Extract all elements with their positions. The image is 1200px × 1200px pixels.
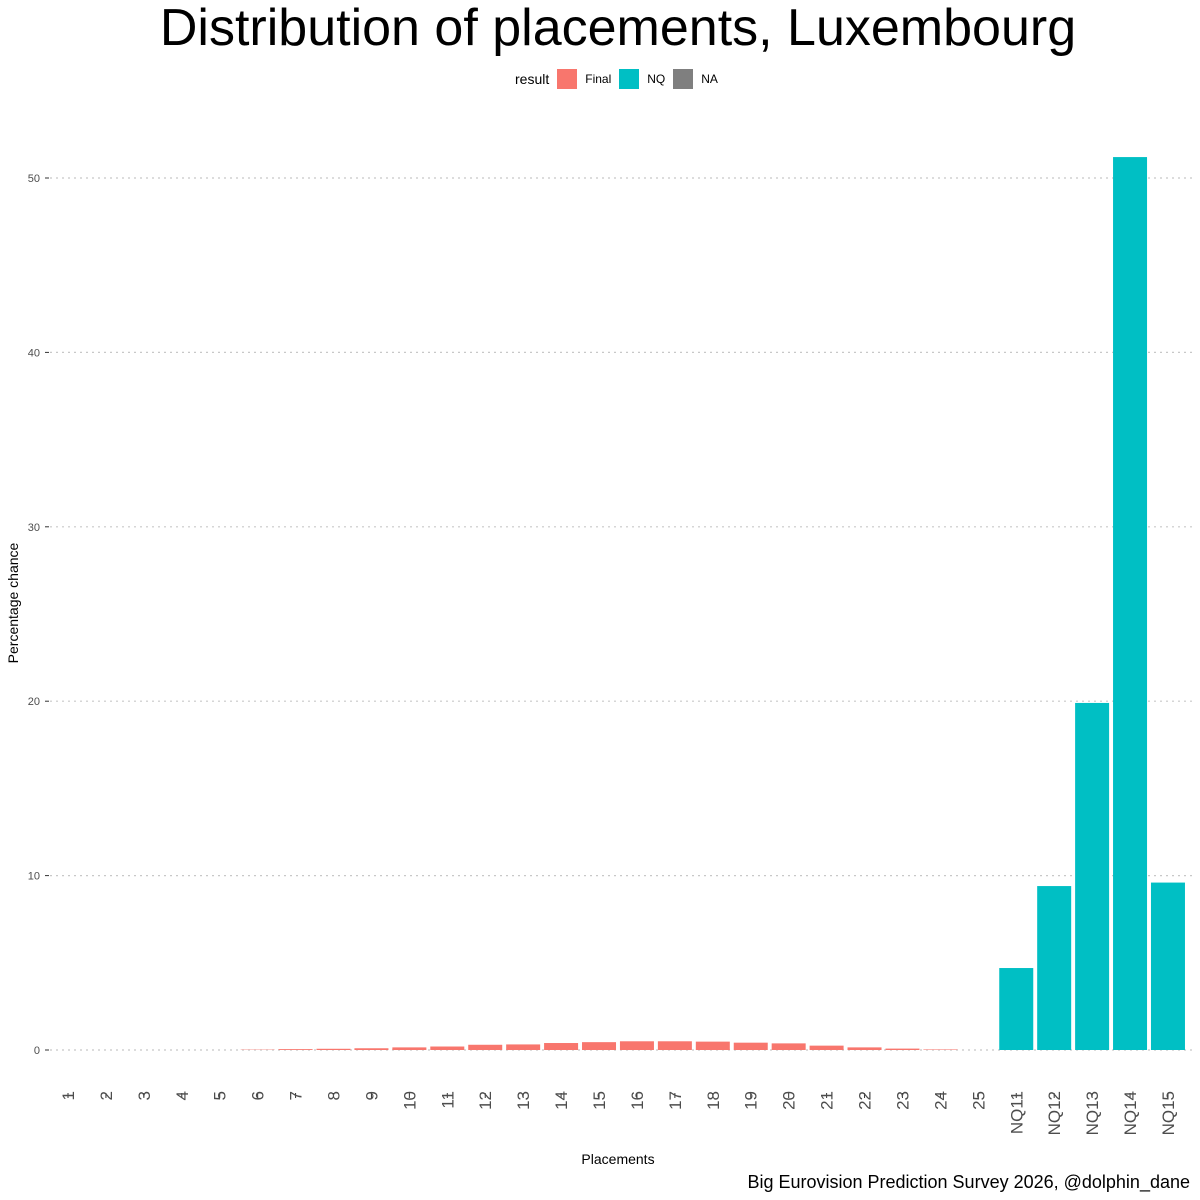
chart-title: Distribution of placements, Luxembourg: [159, 0, 1077, 57]
x-tick-label: 8: [325, 1091, 344, 1100]
x-tick-label: 7: [287, 1091, 306, 1100]
x-tick-label: 1: [59, 1091, 78, 1100]
bar: [544, 1043, 579, 1050]
x-tick-label: 22: [856, 1091, 875, 1110]
x-tick-label: 4: [173, 1091, 192, 1100]
bar: [657, 1041, 692, 1050]
x-tick-label: 3: [135, 1091, 154, 1100]
y-tick-label: 10: [28, 871, 40, 883]
bar: [1075, 702, 1110, 1050]
legend-item-final: Final: [557, 69, 611, 89]
x-tick-label: NQ13: [1083, 1091, 1102, 1135]
bar: [885, 1048, 920, 1050]
y-tick-label: 50: [28, 173, 40, 185]
bar: [1150, 882, 1185, 1050]
x-tick-label: 6: [249, 1091, 268, 1100]
x-tick-label: 19: [742, 1091, 761, 1110]
x-tick-label: 12: [476, 1091, 495, 1110]
x-tick-label: 5: [211, 1091, 230, 1100]
x-tick-label: 18: [704, 1091, 723, 1110]
bar: [278, 1049, 313, 1050]
bar: [733, 1042, 768, 1050]
y-tick-label: 0: [34, 1045, 40, 1057]
x-tick-label: 2: [97, 1091, 116, 1100]
legend-label-final: Final: [585, 72, 612, 86]
x-tick-label: 21: [818, 1091, 837, 1110]
legend-title: result: [515, 71, 550, 87]
bar: [847, 1047, 882, 1050]
bar: [392, 1047, 427, 1050]
x-tick-label: 9: [362, 1091, 381, 1100]
legend-item-na: NA: [673, 69, 718, 89]
x-tick-label: 24: [931, 1091, 950, 1110]
bar: [695, 1041, 730, 1050]
x-tick-label: 11: [438, 1091, 457, 1109]
x-axis-label: Placements: [581, 1151, 655, 1167]
y-tick-label: 20: [28, 696, 40, 708]
legend-label-nq: NQ: [647, 72, 666, 86]
bar: [923, 1049, 958, 1050]
legend-swatch-nq: [619, 69, 640, 89]
legend-label-na: NA: [701, 72, 718, 86]
bar: [430, 1046, 465, 1050]
bar: [354, 1048, 389, 1050]
bar: [468, 1044, 503, 1050]
x-tick-label: NQ15: [1159, 1091, 1178, 1135]
legend-item-nq: NQ: [619, 69, 665, 89]
x-tick-label: 15: [590, 1091, 609, 1110]
bar: [1113, 157, 1148, 1050]
x-tick-label: 14: [552, 1091, 571, 1110]
y-tick-label: 30: [28, 522, 40, 534]
caption: Big Eurovision Prediction Survey 2026, @…: [747, 1172, 1190, 1192]
bar: [619, 1041, 654, 1050]
bar: [316, 1048, 351, 1050]
x-tick-label: 16: [628, 1091, 647, 1110]
bar: [582, 1042, 617, 1050]
y-tick-label: 40: [28, 347, 40, 359]
legend-swatch-final: [557, 69, 578, 89]
x-tick-label: 20: [780, 1091, 799, 1110]
x-tick-label: 13: [514, 1091, 533, 1110]
x-tick-label: 25: [969, 1091, 988, 1110]
bar: [999, 968, 1034, 1050]
x-tick-label: 23: [893, 1091, 912, 1110]
x-tick-label: 17: [666, 1091, 685, 1110]
x-tick-label: NQ11: [1007, 1091, 1026, 1134]
x-tick-label: 10: [400, 1091, 419, 1110]
x-tick-label: NQ14: [1121, 1091, 1140, 1135]
bar: [771, 1043, 806, 1050]
x-tick-label: NQ12: [1045, 1091, 1064, 1135]
legend: result Final NQ NA: [515, 68, 726, 90]
bar: [506, 1044, 541, 1050]
legend-swatch-na: [673, 69, 694, 89]
bar: [1037, 886, 1072, 1050]
bar: [809, 1045, 844, 1050]
